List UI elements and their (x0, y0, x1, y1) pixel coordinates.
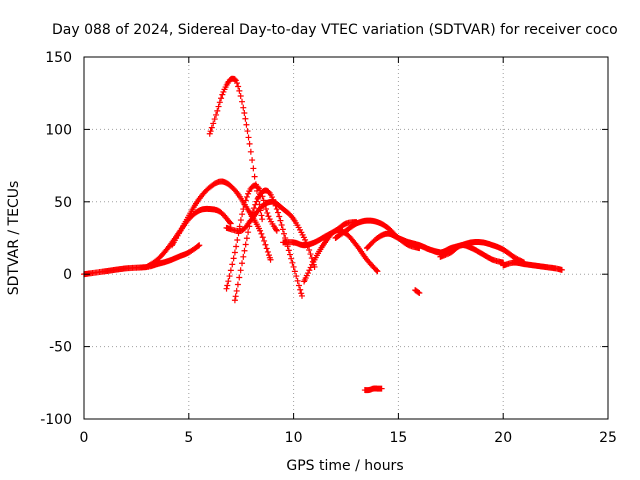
x-tick-label: 5 (184, 430, 193, 446)
series-baseline (81, 242, 203, 278)
series-arc-l (437, 242, 507, 266)
y-tick-label: 150 (45, 50, 72, 66)
series-arc-c (223, 182, 280, 292)
series-arc-e (231, 187, 305, 304)
x-tick-label: 15 (389, 430, 407, 446)
x-tick-label: 25 (599, 430, 617, 446)
data-point-markers (412, 287, 423, 297)
data-point-markers (81, 242, 203, 278)
plot-frame (83, 56, 609, 420)
data-point-markers (169, 178, 274, 263)
series-outlier-2 (361, 385, 385, 394)
series-arc-d (206, 75, 266, 223)
y-tick-label: 100 (45, 122, 72, 138)
series-outlier-1 (412, 287, 423, 297)
x-tick-label: 20 (494, 430, 512, 446)
data-point-markers (223, 182, 280, 292)
data-point-markers (231, 187, 305, 304)
data-points (81, 75, 565, 394)
chart-title: Day 088 of 2024, Sidereal Day-to-day VTE… (52, 22, 618, 38)
y-tick-label: 50 (54, 195, 72, 211)
series-tail (500, 259, 565, 273)
y-tick-label: -100 (40, 412, 72, 428)
x-axis-title: GPS time / hours (286, 458, 403, 474)
y-axis-title: SDTVAR / TECUs (6, 181, 22, 296)
data-point-markers (223, 198, 318, 270)
series-arc-f (223, 198, 318, 270)
x-tick-label: 0 (80, 430, 89, 446)
data-point-markers (500, 259, 565, 273)
series-arc-b (169, 178, 274, 263)
x-tick-label: 10 (285, 430, 303, 446)
data-point-markers (206, 75, 266, 223)
y-tick-label: -50 (49, 340, 72, 356)
gridlines (84, 57, 608, 419)
axis-ticks: 0 5 10 15 20 25 -100 -50 0 50 100 150 (40, 50, 617, 446)
data-point-markers (437, 242, 507, 266)
data-point-markers (361, 385, 385, 394)
y-tick-label: 0 (63, 267, 72, 283)
